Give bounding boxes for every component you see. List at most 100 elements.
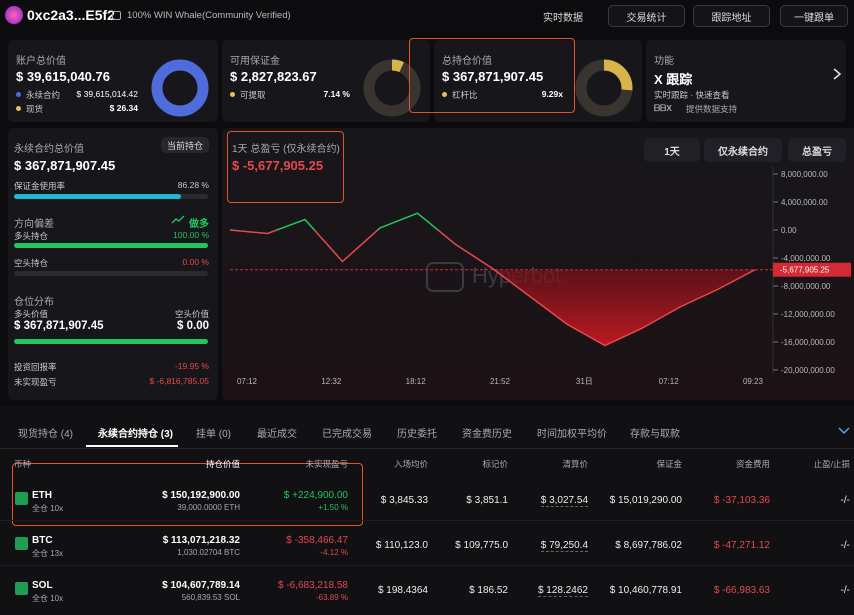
column-header[interactable]: 保证金 [656, 459, 682, 469]
dropdown[interactable]: 1天 [644, 138, 700, 162]
header-button[interactable]: 一键跟单 [780, 5, 848, 27]
dropdown[interactable]: 仅永续合约 [704, 138, 782, 162]
mark: $ 3,851.1 [466, 495, 508, 506]
liq: $ 128.2462 [537, 585, 588, 597]
tab[interactable]: 历史委托 [397, 429, 437, 440]
card-label: 账户总价值 [16, 56, 66, 67]
tab[interactable]: 永续合约持仓 (3) [98, 429, 173, 440]
card-value: X 跟踪 [654, 72, 693, 87]
value: $ 150,192,900.00 [162, 490, 240, 501]
card[interactable] [646, 40, 846, 122]
pnl: $ -6,683,218.58 [277, 580, 348, 591]
value: $ 113,071,218.32 [162, 535, 240, 546]
entry: $ 198.4364 [377, 585, 428, 596]
header-button[interactable]: 交易统计 [608, 5, 685, 27]
margin: $ 15,019,290.00 [609, 495, 682, 506]
tpsl: -/- [840, 585, 850, 596]
value: 86.28 % [177, 180, 209, 190]
label: 未实现盈亏 [14, 377, 57, 387]
progress [14, 243, 208, 248]
dot [442, 92, 447, 97]
tab[interactable]: 存款与取款 [630, 429, 680, 440]
column-header[interactable]: 止盈/止损 [813, 459, 850, 469]
pnl-pct: -4.12 % [320, 548, 348, 557]
progress [14, 194, 208, 199]
value: 100.00 % [173, 230, 209, 240]
arrow[interactable] [832, 67, 842, 81]
card-value: $ 2,827,823.67 [230, 69, 317, 84]
x-tick-label: 07:12 [659, 377, 680, 386]
row-divider [0, 565, 854, 566]
liq: $ 79,250.4 [540, 540, 588, 552]
mode: 全仓 10x [32, 504, 64, 513]
card-value: $ 39,615,040.76 [16, 69, 110, 84]
table-area [0, 406, 854, 615]
label: 多头价值 [14, 309, 49, 319]
y-tick-label: 4,000,000.00 [781, 198, 828, 207]
progress [14, 339, 208, 344]
pnl-pct: +1.50 % [318, 503, 348, 512]
pnl-pct: -63.89 % [315, 593, 348, 602]
value: $ 367,871,907.45 [14, 320, 104, 332]
tab[interactable]: 时间加权平均价 [537, 429, 607, 440]
button[interactable]: 当前持仓 [161, 137, 209, 153]
column-header[interactable]: 入场均价 [393, 459, 428, 469]
funding: $ -66,983.63 [713, 585, 770, 596]
coin-icon [15, 537, 28, 550]
coin: SOL [32, 580, 53, 591]
coin: ETH [32, 490, 52, 501]
value: $ 0.00 [177, 320, 209, 332]
y-tick-label: 0.00 [781, 226, 797, 235]
highlight [409, 38, 575, 113]
funding: $ -37,103.36 [713, 495, 770, 506]
tab[interactable]: 现货持仓 (4) [18, 429, 73, 440]
tab[interactable]: 最近成交 [257, 429, 297, 440]
x-tick-label: 07:12 [237, 377, 258, 386]
x-tick-label: 21:52 [490, 377, 511, 386]
y-tick-label: -12,000,000.00 [781, 310, 835, 319]
y-tick-label: 8,000,000.00 [781, 170, 828, 179]
tpsl: -/- [840, 495, 850, 506]
y-tick-label: -16,000,000.00 [781, 338, 835, 347]
tab[interactable]: 挂单 (0) [196, 429, 231, 440]
margin: $ 10,460,778.91 [609, 585, 682, 596]
tab[interactable]: 资金费历史 [462, 429, 512, 440]
card-label: 功能 [654, 56, 674, 67]
header-button[interactable]: 跟踪地址 [693, 5, 770, 27]
label: 空头价值 [174, 309, 209, 319]
column-header[interactable]: 资金费用 [735, 459, 770, 469]
label: 空头持仓 [14, 258, 49, 268]
y-tick-label: -20,000,000.00 [781, 366, 835, 375]
column-header[interactable]: 标记价 [482, 459, 508, 469]
column-header[interactable]: 未实现盈亏 [305, 459, 348, 469]
dot [16, 92, 21, 97]
current-tag [773, 262, 851, 277]
tab-underline [86, 445, 178, 447]
x-tick-label: 12:32 [321, 377, 342, 386]
highlight [12, 463, 363, 526]
coin: BTC [32, 535, 53, 546]
entry: $ 110,123.0 [375, 540, 428, 551]
x-tick-label: 09:23 [743, 377, 764, 386]
value: -19.95 % [174, 361, 209, 371]
liq: $ 3,027.54 [540, 495, 588, 507]
dot [16, 106, 21, 111]
copy-icon[interactable] [112, 11, 121, 20]
pnl: $ -358,466.47 [286, 535, 348, 546]
chart-headline: $ -5,677,905.25 [232, 158, 324, 173]
chevron[interactable] [838, 427, 850, 435]
divider [0, 448, 854, 449]
header-button[interactable]: 实时数据 [543, 12, 583, 24]
highlight [227, 131, 344, 203]
label: 方向偏差 [14, 219, 54, 230]
progress [14, 271, 208, 276]
tab[interactable]: 已完成交易 [322, 429, 372, 440]
panel-value: $ 367,871,907.45 [14, 158, 116, 173]
dropdown[interactable]: 总盈亏 [788, 138, 846, 162]
coin-icon [15, 582, 28, 595]
column-header[interactable]: 持仓价值 [205, 459, 240, 469]
column-header[interactable]: 清算价 [562, 459, 588, 469]
label: 仓位分布 [14, 297, 54, 308]
column-header[interactable]: 币种 [14, 459, 32, 469]
y-tick-label: -4,000,000.00 [781, 254, 831, 263]
